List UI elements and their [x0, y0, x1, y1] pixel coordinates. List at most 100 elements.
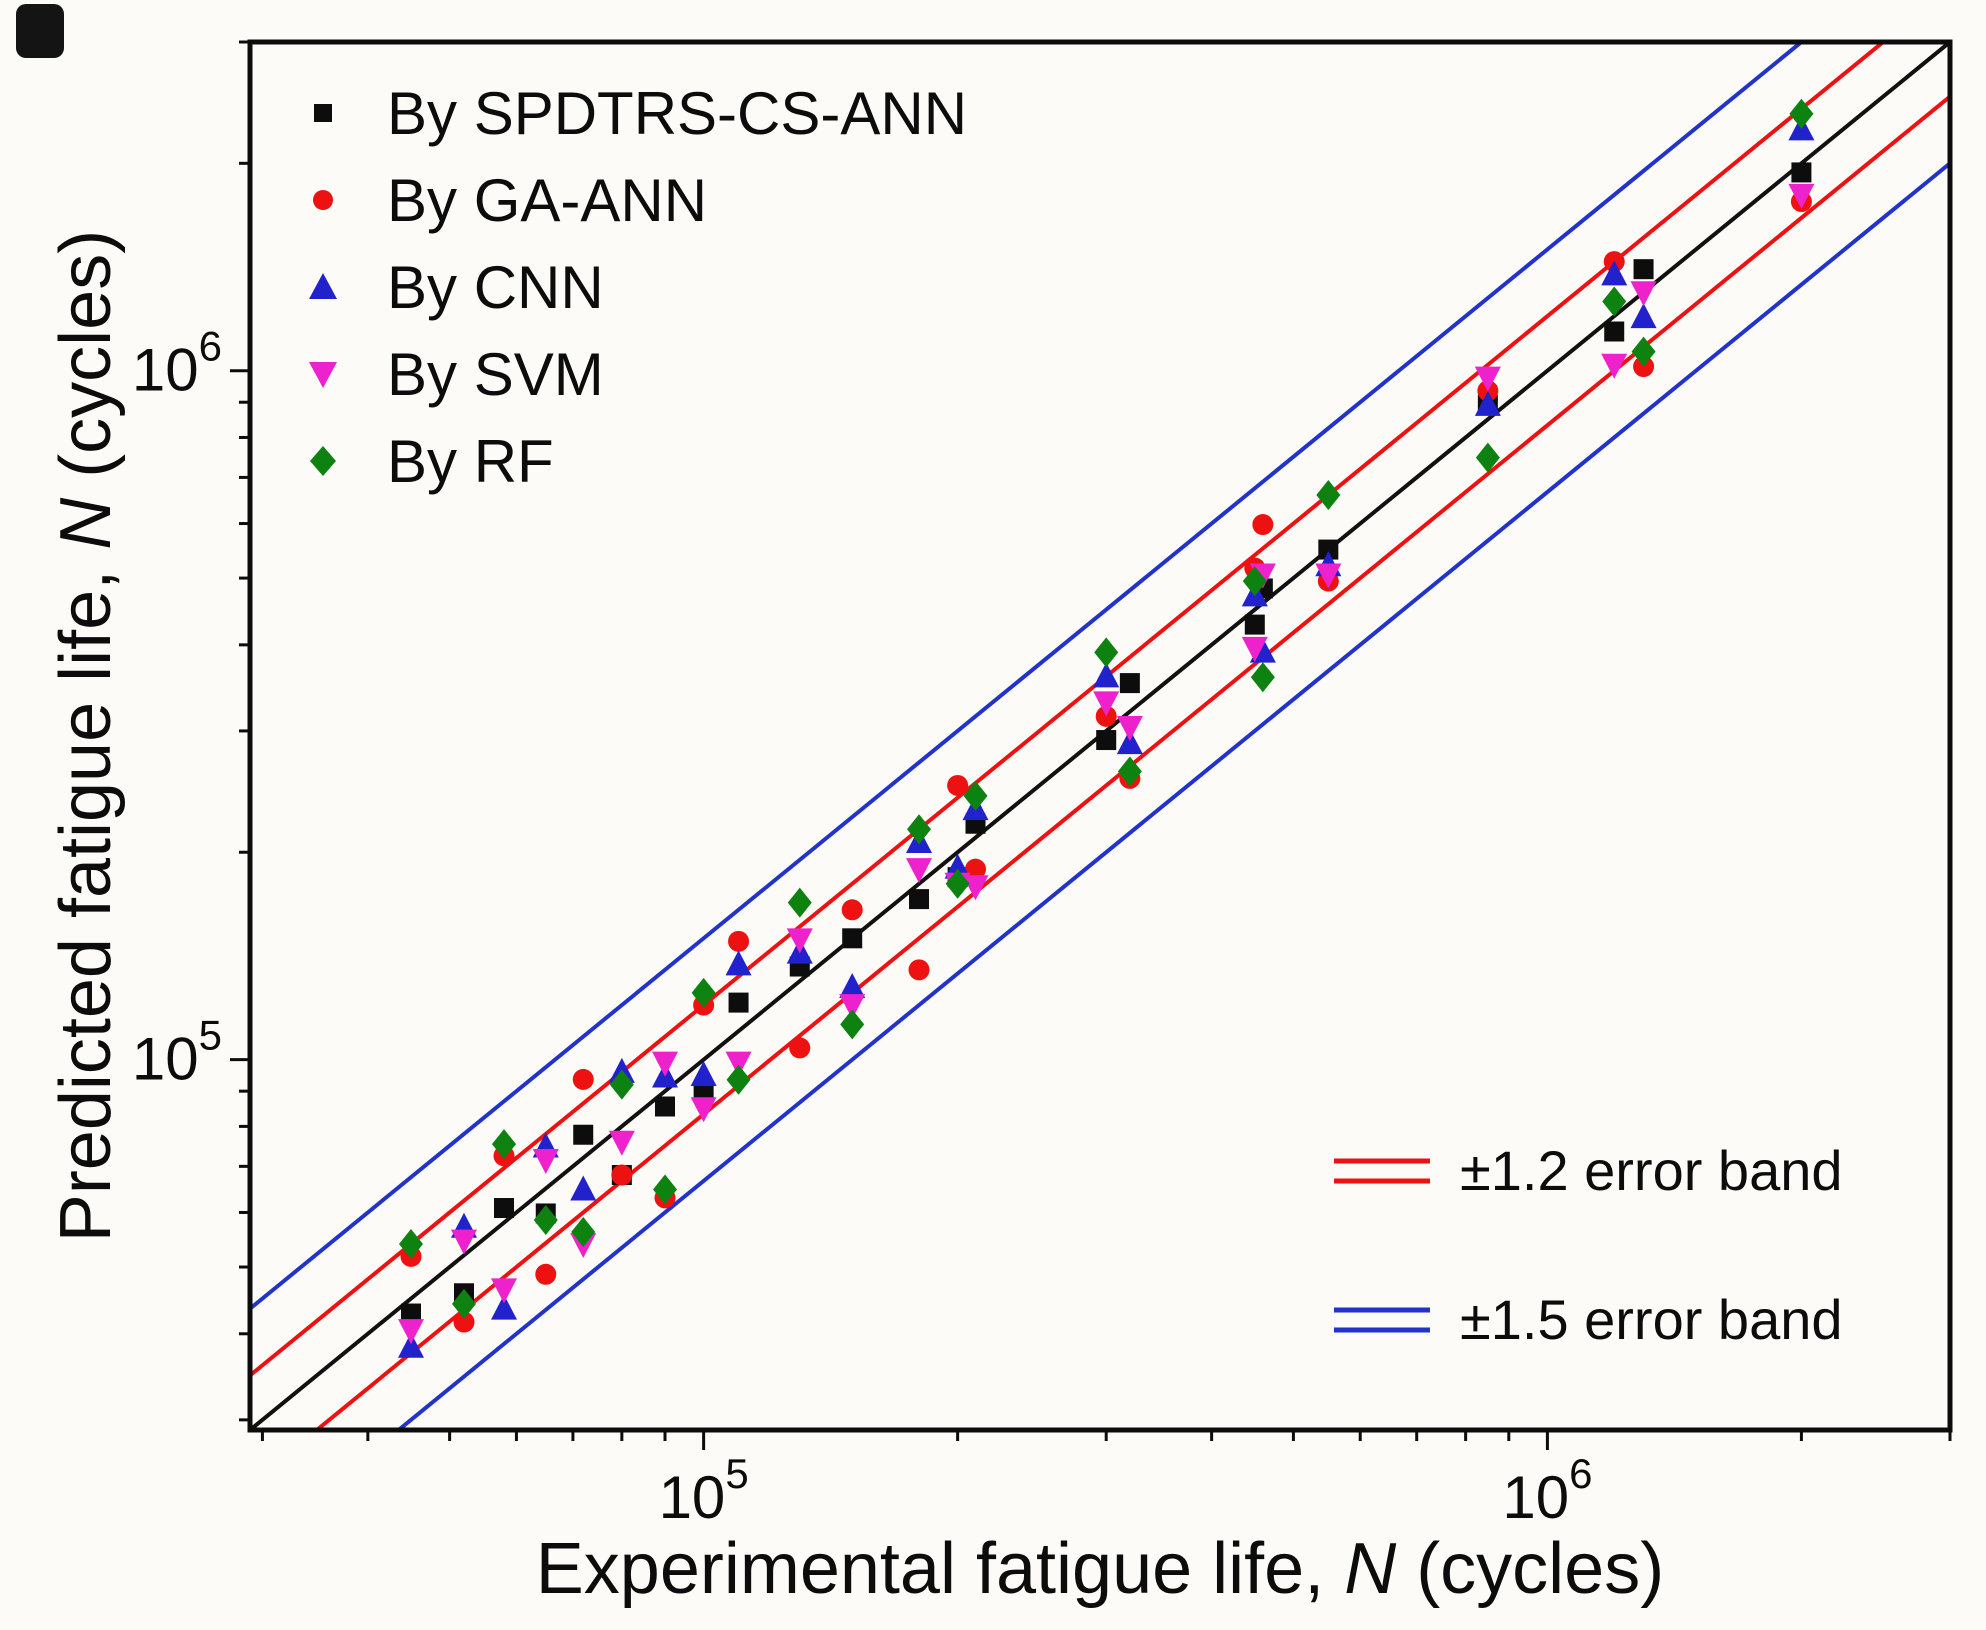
scatter-point — [1315, 563, 1342, 589]
x-tick-label: 105 — [659, 1450, 749, 1531]
scatter-point — [725, 950, 752, 976]
scatter-point — [962, 875, 989, 901]
scatter-point — [1630, 303, 1657, 329]
scatter-point — [399, 1228, 424, 1259]
scatter-point — [1242, 566, 1267, 597]
scatter-point — [652, 1051, 679, 1077]
circle-marker-icon — [313, 190, 333, 210]
scatter-point — [1630, 281, 1657, 307]
scatter-point — [842, 928, 863, 949]
reference-lines — [250, 42, 1950, 1430]
triangle-down-marker-icon — [309, 362, 337, 388]
scatter-point — [532, 1149, 559, 1175]
legend-label: By SVM — [387, 340, 604, 408]
scatter-point — [609, 1069, 634, 1100]
scatter-point — [573, 1124, 594, 1145]
scatter-point — [690, 1060, 717, 1086]
scatter-point — [726, 1064, 751, 1095]
scatter-point — [693, 1081, 714, 1102]
scatter-point — [491, 1278, 518, 1304]
scatter-point — [1601, 260, 1628, 286]
scatter-point — [398, 1332, 425, 1358]
scatter-point — [690, 1097, 717, 1123]
scatter-point — [611, 1164, 633, 1186]
scatter-point — [535, 1263, 557, 1285]
scatter-point — [655, 1096, 676, 1117]
scatter-point — [1116, 715, 1143, 741]
scatter-point — [451, 1288, 476, 1319]
scatter-point — [1117, 756, 1142, 787]
double-line-icon-red — [1334, 1158, 1430, 1183]
scatter-point — [570, 1175, 597, 1201]
plot-frame — [247, 39, 1953, 1433]
scatter-point — [965, 858, 987, 880]
scatter-point — [787, 887, 812, 918]
diamond-marker-icon — [310, 446, 336, 476]
scatter-point — [608, 1130, 635, 1156]
scatter-point — [1631, 336, 1656, 367]
y-axis-title-symbol: N — [46, 497, 126, 550]
scatter-point — [1250, 662, 1275, 693]
scatter-point — [1093, 691, 1120, 717]
scatter-point — [1241, 636, 1268, 662]
y-axis-title: Predicted fatigue life, N (cycles) — [45, 230, 127, 1242]
scatter-point — [841, 899, 863, 921]
scatter-point — [909, 889, 930, 910]
legend-item-cnn: By CNN — [305, 252, 967, 322]
x-tick-label: 106 — [1502, 1450, 1592, 1531]
y-tick-label: 105 — [132, 1012, 222, 1093]
scatter-point — [1096, 730, 1117, 751]
scatter-point — [945, 868, 970, 899]
scatter-point — [691, 977, 716, 1008]
error-band-line-0 — [313, 95, 1950, 1430]
scatter-point — [908, 959, 930, 981]
triangle-up-marker-icon — [309, 273, 337, 299]
error-band-line-1 — [250, 42, 1805, 1311]
legend-item-rf: By RF — [305, 426, 967, 496]
legend-item-svm: By SVM — [305, 339, 967, 409]
scatter-point — [1116, 729, 1143, 755]
series-legend: By SPDTRS-CS-ANN By GA-ANN By CNN By SVM… — [305, 78, 967, 496]
scatter-point — [1604, 321, 1625, 342]
error-band-label: ±1.2 error band — [1460, 1139, 1843, 1202]
scatter-point — [1789, 98, 1814, 129]
scan-artifact — [16, 4, 64, 58]
scatter-point — [1475, 442, 1500, 473]
scatter-point — [1316, 480, 1341, 511]
scatter-point — [725, 1051, 752, 1077]
double-line-icon-blue — [1334, 1307, 1430, 1332]
scatter-point — [839, 972, 866, 998]
legend-label: By RF — [387, 427, 554, 495]
error-band-line-1 — [395, 161, 1950, 1430]
scatter-point — [572, 1068, 594, 1090]
scatter-point — [1601, 353, 1628, 379]
scatter-point — [786, 928, 813, 954]
scatter-point — [571, 1217, 596, 1248]
scatter-point — [398, 1319, 425, 1345]
scatter-point — [1788, 183, 1815, 209]
scatter-point — [789, 1037, 811, 1059]
scatter-point — [1602, 286, 1627, 317]
scatter-point — [494, 1198, 515, 1219]
x-axis-title: Experimental fatigue life, N (cycles) — [250, 1528, 1950, 1610]
scatter-point — [1244, 614, 1265, 635]
scatter-point — [533, 1205, 558, 1236]
scatter-point — [947, 774, 969, 796]
scatter-point — [453, 1311, 475, 1333]
x-axis-title-suffix: (cycles) — [1396, 1529, 1665, 1609]
scatter-point — [839, 994, 866, 1020]
scatter-point — [1318, 539, 1339, 560]
error-band-item-1-2: ±1.2 error band — [1330, 1138, 1843, 1203]
scatter-point — [491, 1294, 518, 1320]
x-axis-title-prefix: Experimental fatigue life, — [535, 1529, 1345, 1609]
y-tick-label: 106 — [132, 323, 222, 404]
scatter-point — [1093, 662, 1120, 688]
square-marker-icon — [314, 104, 332, 122]
scatter-point — [906, 858, 933, 884]
scatter-point — [1474, 366, 1501, 392]
legend-item-ga-ann: By GA-ANN — [305, 165, 967, 235]
scatter-point — [1791, 162, 1812, 183]
scatter-point — [1633, 259, 1654, 280]
